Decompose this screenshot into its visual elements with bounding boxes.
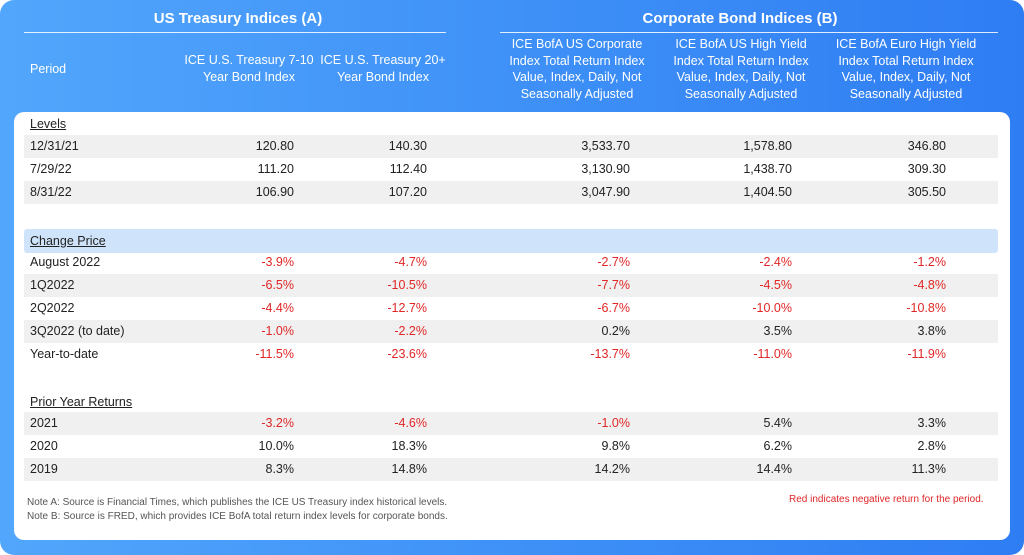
- value-cell: -2.2%: [394, 324, 427, 338]
- column-header-4: ICE BofA US High Yield Index Total Retur…: [673, 37, 809, 101]
- value-cell: -1.0%: [261, 324, 294, 338]
- table-row: 3Q2022 (to date) -1.0% -2.2% 0.2% 3.5% 3.8%: [24, 320, 998, 343]
- column-header-3: ICE BofA US Corporate Index Total Return…: [509, 37, 645, 101]
- value-cell: 111.20: [257, 162, 294, 176]
- levels-section-title: Levels: [30, 117, 67, 131]
- value-cell: 14.2%: [594, 462, 630, 476]
- column-header-2: ICE U.S. Treasury 20+ Year Bond Index: [320, 53, 446, 84]
- value-cell: 3.3%: [917, 416, 947, 430]
- value-cell: 0.2%: [601, 324, 631, 338]
- value-cell: -3.9%: [261, 255, 294, 269]
- value-cell: 107.20: [388, 185, 427, 199]
- value-cell: 3,533.70: [581, 139, 630, 153]
- value-cell: -6.7%: [597, 301, 630, 315]
- value-cell: -13.7%: [590, 347, 630, 361]
- value-cell: 18.3%: [391, 439, 427, 453]
- period-cell: 3Q2022 (to date): [30, 324, 125, 338]
- value-cell: -7.7%: [597, 278, 630, 292]
- value-cell: 10.0%: [258, 439, 294, 453]
- prior-year-section-title: Prior Year Returns: [30, 395, 133, 409]
- value-cell: -11.9%: [907, 347, 946, 361]
- value-cell: -1.2%: [913, 255, 946, 269]
- value-cell: 6.2%: [763, 439, 793, 453]
- value-cell: -10.5%: [387, 278, 427, 292]
- value-cell: 9.8%: [601, 439, 631, 453]
- value-cell: 309.30: [907, 162, 946, 176]
- period-cell: 2019: [30, 462, 58, 476]
- value-cell: 3,130.90: [581, 162, 630, 176]
- value-cell: 2.8%: [917, 439, 947, 453]
- value-cell: 1,578.80: [743, 139, 792, 153]
- value-cell: 5.4%: [763, 416, 793, 430]
- value-cell: -3.2%: [261, 416, 294, 430]
- table-row: 8/31/22 106.90 107.20 3,047.90 1,404.50 305.5…: [24, 181, 998, 204]
- period-cell: 2Q2022: [30, 301, 75, 315]
- table-row: 1Q2022 -6.5% -10.5% -7.7% -4.5% -4.8%: [24, 274, 998, 297]
- treasury-group-title: US Treasury Indices (A): [153, 10, 323, 27]
- value-cell: -11.5%: [255, 347, 294, 361]
- value-cell: -12.7%: [387, 301, 427, 315]
- value-cell: 11.3%: [911, 462, 946, 476]
- value-cell: -2.4%: [759, 255, 792, 269]
- period-cell: August 2022: [30, 255, 101, 269]
- period-cell: 2021: [30, 416, 58, 430]
- table-row: 2021 -3.2% -4.6% -1.0% 5.4% 3.3%: [24, 412, 998, 435]
- value-cell: 140.30: [388, 139, 427, 153]
- table-row: 2Q2022 -4.4% -12.7% -6.7% -10.0% -10.8%: [24, 297, 998, 320]
- value-cell: 14.4%: [756, 462, 792, 476]
- change-price-section-band: Change Price: [24, 229, 998, 253]
- period-header: Period: [30, 62, 67, 76]
- value-cell: 112.40: [389, 162, 427, 176]
- period-cell: 8/31/22: [30, 185, 72, 199]
- value-cell: -4.4%: [261, 301, 294, 315]
- column-header-5: ICE BofA Euro High Yield Index Total Ret…: [835, 37, 977, 101]
- negative-legend: Red indicates negative return for the pe…: [789, 494, 984, 505]
- treasury-group-divider: [24, 32, 446, 33]
- value-cell: -10.8%: [906, 301, 946, 315]
- table-row: 2019 8.3% 14.8% 14.2% 14.4% 11.3%: [24, 458, 998, 481]
- corporate-group-divider: [500, 32, 998, 33]
- period-cell: 12/31/21: [30, 139, 79, 153]
- note-a: Note A: Source is Financial Times, which…: [27, 497, 448, 508]
- period-cell: 2020: [30, 439, 58, 453]
- value-cell: 3.5%: [763, 324, 793, 338]
- period-cell: 1Q2022: [30, 278, 75, 292]
- table-row: 12/31/21 120.80 140.30 3,533.70 1,578.80 346.…: [24, 135, 998, 158]
- corporate-group-title: Corporate Bond Indices (B): [642, 10, 838, 27]
- value-cell: -4.7%: [394, 255, 427, 269]
- value-cell: 8.3%: [265, 462, 295, 476]
- value-cell: -6.5%: [261, 278, 294, 292]
- value-cell: 1,404.50: [743, 185, 792, 199]
- column-header-1: ICE U.S. Treasury 7-10 Year Bond Index: [184, 53, 314, 84]
- table-row: 7/29/22 111.20 112.40 3,130.90 1,438.70 309.3…: [24, 158, 998, 181]
- value-cell: -10.0%: [752, 301, 792, 315]
- value-cell: 14.8%: [391, 462, 427, 476]
- value-cell: 106.90: [255, 185, 294, 199]
- value-cell: -11.0%: [753, 347, 792, 361]
- period-cell: Year-to-date: [30, 347, 99, 361]
- period-cell: 7/29/22: [30, 162, 72, 176]
- table-row: August 2022 -3.9% -4.7% -2.7% -2.4% -1.2%: [24, 251, 998, 274]
- value-cell: 3,047.90: [581, 185, 630, 199]
- change-price-section-title: Change Price: [30, 234, 106, 248]
- table-row: Year-to-date -11.5% -23.6% -13.7% -11.0% -11.…: [24, 343, 998, 366]
- value-cell: 3.8%: [917, 324, 947, 338]
- value-cell: 346.80: [907, 139, 946, 153]
- value-cell: -23.6%: [387, 347, 427, 361]
- value-cell: -4.6%: [394, 416, 427, 430]
- value-cell: 305.50: [907, 185, 946, 199]
- value-cell: -1.0%: [597, 416, 630, 430]
- value-cell: -2.7%: [597, 255, 630, 269]
- value-cell: 120.80: [255, 139, 294, 153]
- note-b: Note B: Source is FRED, which provides I…: [27, 511, 448, 522]
- value-cell: 1,438.70: [743, 162, 792, 176]
- value-cell: -4.8%: [913, 278, 946, 292]
- table-row: 2020 10.0% 18.3% 9.8% 6.2% 2.8%: [24, 435, 998, 458]
- value-cell: -4.5%: [759, 278, 792, 292]
